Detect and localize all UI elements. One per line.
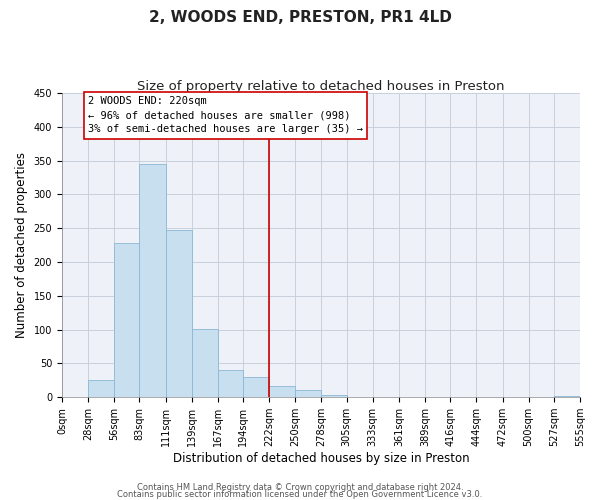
Bar	[295, 390, 322, 397]
Bar	[114, 243, 139, 397]
Bar	[269, 386, 295, 397]
Text: Contains public sector information licensed under the Open Government Licence v3: Contains public sector information licen…	[118, 490, 482, 499]
Text: Contains HM Land Registry data © Crown copyright and database right 2024.: Contains HM Land Registry data © Crown c…	[137, 484, 463, 492]
Bar	[218, 370, 243, 397]
Y-axis label: Number of detached properties: Number of detached properties	[15, 152, 28, 338]
Bar	[554, 396, 580, 397]
Bar	[243, 377, 269, 397]
Bar	[191, 329, 218, 397]
Title: Size of property relative to detached houses in Preston: Size of property relative to detached ho…	[137, 80, 505, 93]
Bar	[322, 394, 347, 397]
Bar	[139, 164, 166, 397]
Text: 2, WOODS END, PRESTON, PR1 4LD: 2, WOODS END, PRESTON, PR1 4LD	[149, 10, 451, 25]
X-axis label: Distribution of detached houses by size in Preston: Distribution of detached houses by size …	[173, 452, 469, 465]
Bar	[88, 380, 114, 397]
Bar	[166, 230, 191, 397]
Text: 2 WOODS END: 220sqm
← 96% of detached houses are smaller (998)
3% of semi-detach: 2 WOODS END: 220sqm ← 96% of detached ho…	[88, 96, 363, 134]
